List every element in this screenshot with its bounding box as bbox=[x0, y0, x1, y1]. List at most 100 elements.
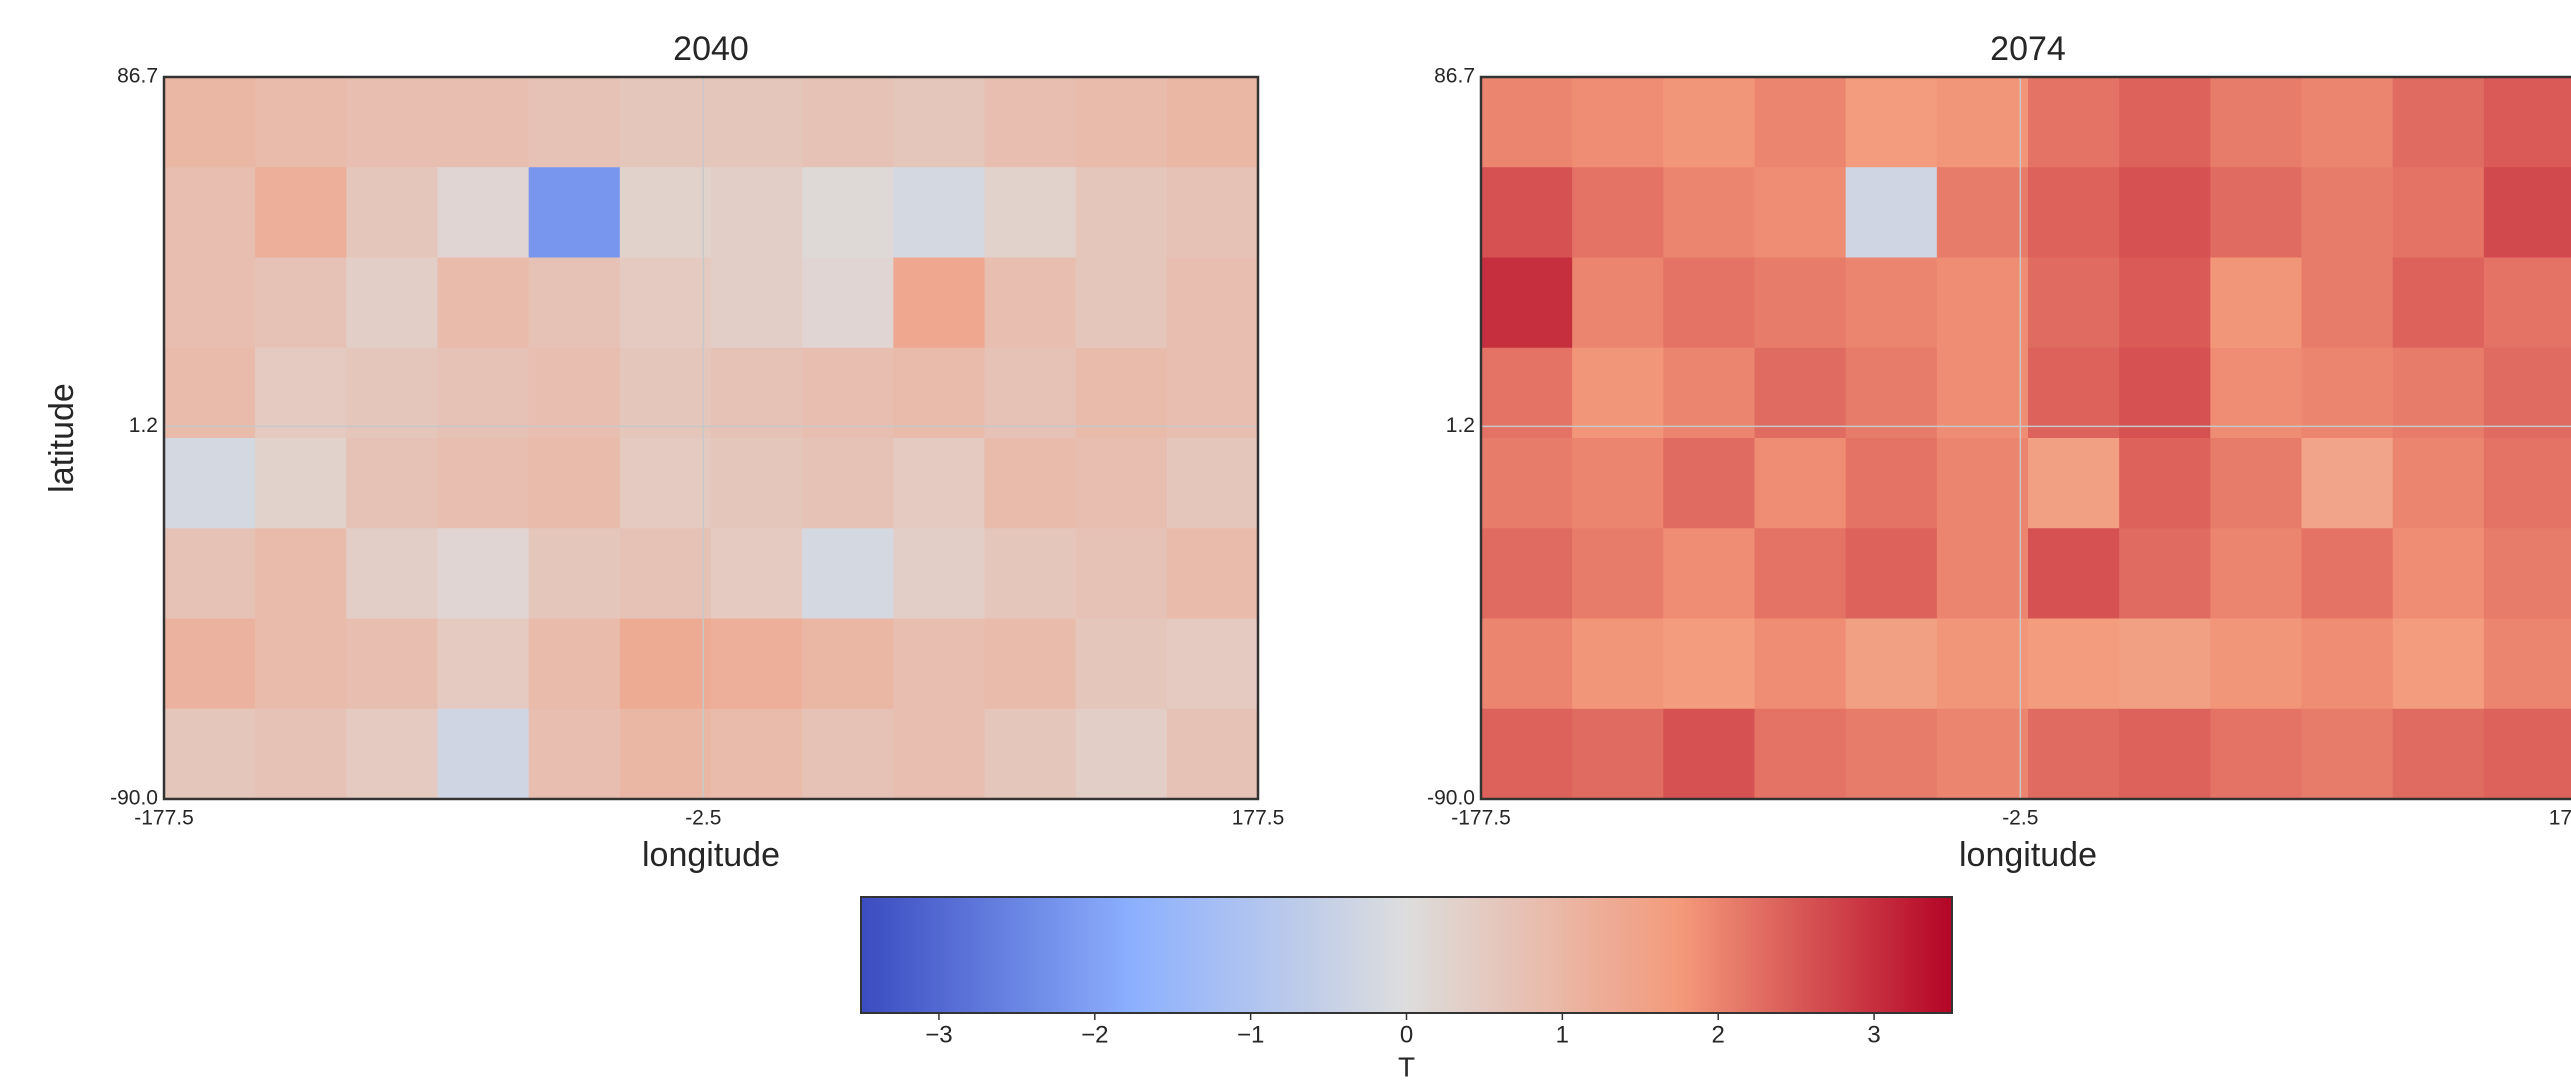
heatmap-cell bbox=[1166, 618, 1258, 710]
heatmap-cell bbox=[2119, 438, 2211, 529]
heatmap-cell bbox=[1936, 257, 2029, 349]
heatmap-cell bbox=[711, 438, 803, 529]
heatmap-cell bbox=[2028, 438, 2120, 529]
y-tick-label: 1.2 bbox=[1446, 414, 1475, 437]
heatmap-cell bbox=[2119, 708, 2211, 799]
heatmap-cell bbox=[1663, 708, 1755, 799]
heatmap-cell bbox=[1572, 257, 1664, 349]
heatmap-cell bbox=[711, 167, 803, 258]
heatmap-cell bbox=[711, 528, 803, 619]
heatmap-cell bbox=[1075, 708, 1168, 799]
y-tick-label: 1.2 bbox=[129, 414, 158, 437]
x-tick-label: -2.5 bbox=[685, 807, 721, 830]
axes-frame bbox=[1479, 75, 2571, 801]
heatmap-cell bbox=[346, 257, 438, 349]
colorbar-tick-label: −2 bbox=[1081, 1021, 1108, 1048]
heatmap-cell bbox=[1845, 167, 1938, 258]
heatmap-cell bbox=[2028, 257, 2120, 349]
colorbar-tick-label: −3 bbox=[925, 1021, 952, 1048]
colorbar-tick-label: 3 bbox=[1867, 1021, 1880, 1048]
heatmap-cell bbox=[437, 347, 530, 439]
heatmap-cell bbox=[2301, 528, 2394, 619]
heatmap-cell bbox=[437, 167, 530, 258]
heatmap-cell bbox=[619, 708, 712, 799]
heatmap-cell bbox=[2483, 438, 2571, 529]
heatmap-cell bbox=[528, 347, 621, 439]
heatmap-cell bbox=[1845, 528, 1938, 619]
heatmap-cell bbox=[2210, 708, 2302, 799]
heatmap-cell bbox=[2119, 257, 2211, 349]
heatmap-cell bbox=[2210, 77, 2302, 168]
heatmap-cell bbox=[2119, 167, 2211, 258]
heatmap-cell bbox=[255, 708, 347, 799]
heatmap-cell bbox=[1845, 257, 1938, 349]
heatmap-cell bbox=[1845, 347, 1938, 439]
heatmap-cell bbox=[1572, 167, 1664, 258]
heatmap-cell bbox=[255, 77, 347, 168]
heatmap-cell bbox=[2392, 77, 2485, 168]
heatmap-cell bbox=[255, 257, 347, 349]
heatmap-cell bbox=[1572, 708, 1664, 799]
heatmap-cell bbox=[893, 257, 985, 349]
heatmap-cell bbox=[2119, 528, 2211, 619]
heatmap-cell bbox=[255, 167, 347, 258]
heatmap-cell bbox=[255, 618, 347, 710]
colorbar-tick-label: 0 bbox=[1400, 1021, 1413, 1048]
heatmap-cell bbox=[346, 708, 438, 799]
heatmap bbox=[1481, 77, 2571, 799]
heatmap-cell bbox=[984, 618, 1077, 710]
heatmap-cell bbox=[2301, 257, 2394, 349]
heatmap-cell bbox=[984, 528, 1077, 619]
heatmap-cell bbox=[437, 257, 530, 349]
heatmap-cell bbox=[1754, 167, 1847, 258]
heatmap-cell bbox=[346, 618, 438, 710]
heatmap-cell bbox=[164, 528, 256, 619]
axes-frame bbox=[162, 75, 1260, 801]
heatmap-cell bbox=[1663, 528, 1755, 619]
heatmap-cell bbox=[1166, 708, 1258, 799]
heatmap-cell bbox=[437, 77, 530, 168]
heatmap-cell bbox=[619, 618, 712, 710]
heatmap-cell bbox=[2301, 708, 2394, 799]
heatmap-cell bbox=[1936, 167, 2029, 258]
heatmap-cell bbox=[164, 347, 256, 439]
heatmap-cell bbox=[164, 708, 256, 799]
heatmap-cell bbox=[1845, 708, 1938, 799]
panel-title: 2040 bbox=[673, 30, 749, 68]
x-axis-label: longitude bbox=[1959, 836, 2097, 874]
heatmap-cell bbox=[2301, 77, 2394, 168]
heatmap-cell bbox=[984, 347, 1077, 439]
heatmap-cell bbox=[1936, 438, 2029, 529]
heatmap-cell bbox=[2210, 257, 2302, 349]
heatmap-cell bbox=[802, 167, 894, 258]
heatmap bbox=[164, 77, 1258, 799]
heatmap-cell bbox=[893, 347, 985, 439]
heatmap-cell bbox=[1166, 257, 1258, 349]
heatmap-cell bbox=[619, 77, 712, 168]
heatmap-cell bbox=[1075, 438, 1168, 529]
heatmap-cell bbox=[893, 77, 985, 168]
heatmap-cell bbox=[1663, 618, 1755, 710]
heatmap-cell bbox=[1845, 438, 1938, 529]
heatmap-cell bbox=[1572, 438, 1664, 529]
heatmap-cell bbox=[1663, 167, 1755, 258]
heatmap-cell bbox=[711, 77, 803, 168]
heatmap-cell bbox=[528, 438, 621, 529]
heatmap-cell bbox=[1845, 77, 1938, 168]
heatmap-cell bbox=[1481, 257, 1573, 349]
heatmap-cell bbox=[1166, 167, 1258, 258]
heatmap-cell bbox=[164, 438, 256, 529]
heatmap-cell bbox=[1166, 77, 1258, 168]
heatmap-cell bbox=[711, 347, 803, 439]
heatmap-cell bbox=[711, 257, 803, 349]
heatmap-cell bbox=[2119, 77, 2211, 168]
heatmap-cell bbox=[802, 257, 894, 349]
heatmap-cell bbox=[164, 167, 256, 258]
heatmap-cell bbox=[2119, 618, 2211, 710]
heatmap-cell bbox=[1663, 347, 1755, 439]
heatmap-cell bbox=[802, 347, 894, 439]
heatmap-cell bbox=[1481, 438, 1573, 529]
heatmap-cell bbox=[164, 257, 256, 349]
heatmap-cell bbox=[893, 618, 985, 710]
heatmap-cell bbox=[1481, 708, 1573, 799]
